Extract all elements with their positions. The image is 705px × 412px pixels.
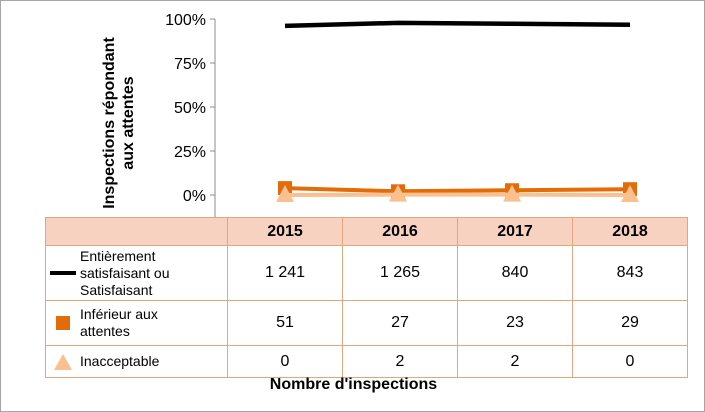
triangle-marker-point: [276, 185, 294, 202]
legend-line-marker: [50, 271, 76, 275]
legend-label: Inacceptable: [80, 353, 160, 369]
year-header: 2017: [457, 217, 573, 246]
count-cell: 29: [572, 300, 688, 346]
legend-cell: Entièrement satisfaisant ou Satisfaisant: [45, 245, 228, 301]
legend-label: Inférieur aux attentes: [80, 306, 158, 339]
y-tick-label: 50%: [174, 100, 206, 117]
legend-square-marker: [56, 316, 70, 330]
count-cell: 2: [342, 345, 458, 378]
x-axis-title: Nombre d'inspections: [269, 376, 438, 393]
table-row: Inférieur aux attentes 51 27 23 29: [45, 300, 688, 346]
legend-triangle-marker: [54, 353, 72, 370]
table-corner-cell: [45, 217, 228, 246]
year-header: 2016: [342, 217, 458, 246]
series-line-2: [284, 186, 631, 194]
year-header: 2018: [572, 217, 688, 246]
triangle-marker-point: [621, 185, 639, 202]
count-cell: 0: [227, 345, 343, 378]
y-tick-label: 25%: [174, 144, 206, 161]
count-cell: 1 265: [342, 245, 458, 301]
count-cell: 840: [457, 245, 573, 301]
table-row: Entièrement satisfaisant ou Satisfaisant…: [45, 245, 688, 301]
y-tick-label: 75%: [174, 56, 206, 73]
count-cell: 843: [572, 245, 688, 301]
count-cell: 1 241: [227, 245, 343, 301]
y-tick-label: 100%: [165, 12, 206, 29]
count-cell: 51: [227, 300, 343, 346]
triangle-marker-point: [503, 184, 521, 202]
count-cell: 0: [572, 345, 688, 378]
legend-cell: Inférieur aux attentes: [45, 300, 228, 346]
year-header: 2015: [227, 217, 343, 246]
count-cell: 27: [342, 300, 458, 346]
data-table: 2015 2016 2017 2018 Entièrement satisfai…: [45, 217, 688, 378]
count-cell: 23: [457, 300, 573, 346]
table-header-row: 2015 2016 2017 2018: [45, 217, 688, 246]
legend-label: Entièrement satisfaisant ou Satisfaisant: [80, 247, 170, 298]
series-line-1: [284, 20, 631, 29]
triangle-marker-point: [389, 184, 407, 202]
y-tick-label: 0%: [183, 188, 206, 205]
legend-cell: Inacceptable: [45, 345, 228, 378]
count-cell: 2: [457, 345, 573, 378]
table-row: Inacceptable 0 2 2 0: [45, 345, 688, 378]
